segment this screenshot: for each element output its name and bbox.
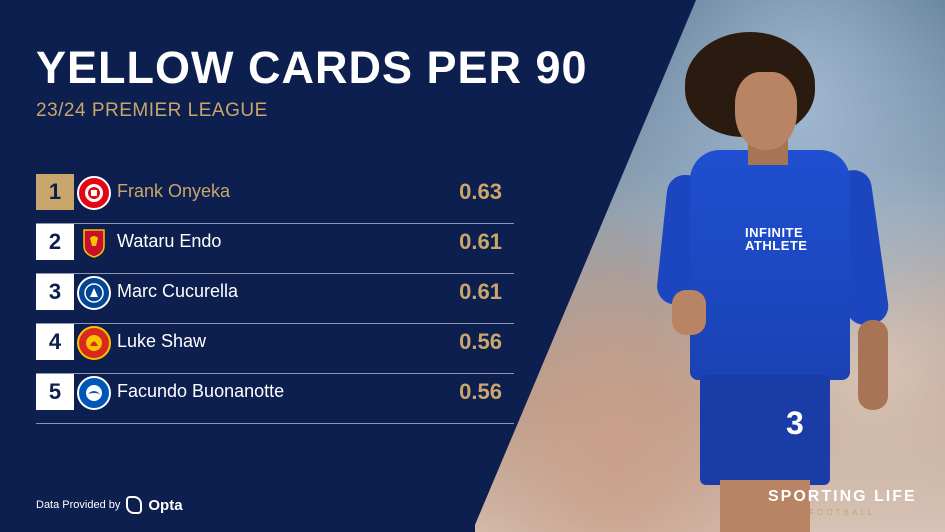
player-legs [720,480,810,532]
opta-wordmark: Opta [148,496,183,514]
table-row: 1 Frank Onyeka 0.63 [36,174,514,224]
table-row: 2 Wataru Endo 0.61 [36,224,514,274]
stat-value: 0.61 [459,229,502,254]
brand-name: SPORTING LIFE [768,488,917,505]
player-shorts [700,375,830,485]
player-name: Facundo Buonanotte [117,381,285,401]
brentford-crest-icon [77,176,111,210]
brighton-crest-icon [77,376,111,410]
stat-value: 0.61 [459,279,502,304]
player-name: Luke Shaw [117,331,207,351]
liverpool-crest-icon [77,226,111,260]
rank-badge: 4 [36,324,74,360]
sporting-life-logo: SPORTING LIFE FOOTBALL [768,488,917,517]
player-face [735,72,797,150]
table-row: 4 Luke Shaw 0.56 [36,324,514,374]
shirt-sponsor: INFINITE ATHLETE [745,225,808,253]
data-credit-label: Data Provided by [36,499,121,511]
player-right-arm [858,320,888,410]
ranking-table: 1 Frank Onyeka 0.63 2 Wataru Endo 0.61 3… [36,174,514,424]
stat-value: 0.56 [459,329,502,354]
rank-badge: 1 [36,174,74,210]
shorts-number: 3 [786,405,804,441]
rank-badge: 5 [36,374,74,410]
chelsea-crest-icon [77,276,111,310]
player-name: Marc Cucurella [117,281,239,301]
player-name: Wataru Endo [117,231,222,251]
player-name: Frank Onyeka [117,181,231,201]
page-title: YELLOW CARDS PER 90 [36,42,588,93]
brand-section: FOOTBALL [809,508,876,517]
rank-badge: 3 [36,274,74,310]
rank-badge: 2 [36,224,74,260]
man-utd-crest-icon [77,326,111,360]
table-row: 5 Facundo Buonanotte 0.56 [36,374,514,424]
table-row: 3 Marc Cucurella 0.61 [36,274,514,324]
data-credit: Data Provided by Opta [36,496,183,514]
stat-value: 0.63 [459,179,502,204]
opta-logo-icon [126,496,143,514]
player-left-hand [672,290,706,335]
player-shirt [690,150,850,380]
stat-value: 0.56 [459,379,502,404]
page-subtitle: 23/24 PREMIER LEAGUE [36,100,268,121]
